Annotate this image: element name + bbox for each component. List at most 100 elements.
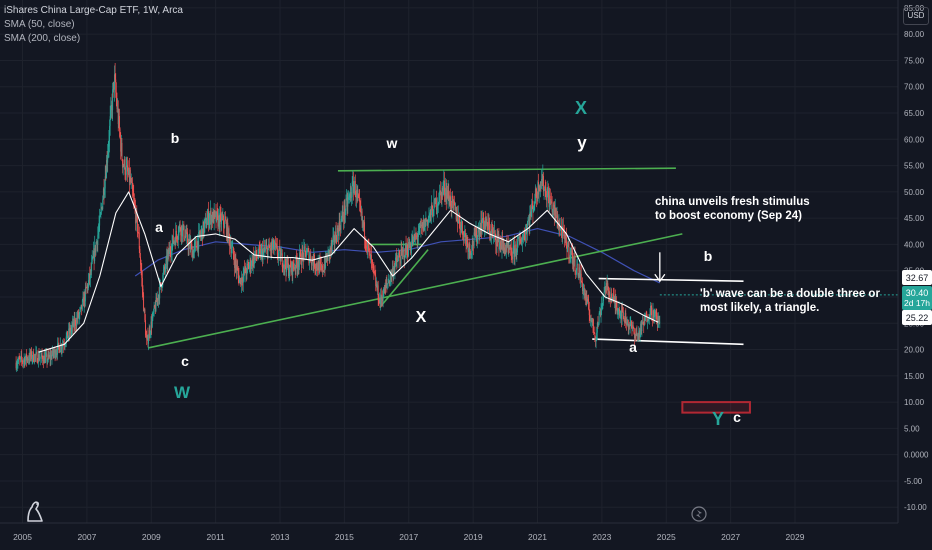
- candle-body-739: [473, 245, 474, 247]
- candle-body-676: [434, 199, 435, 200]
- candle-body-674: [432, 216, 434, 217]
- candle-body-1019: [646, 315, 648, 322]
- candle-body-62: [54, 349, 55, 353]
- candle-body-61: [53, 352, 55, 355]
- candle-body-336: [223, 224, 225, 228]
- candle-body-649: [417, 237, 419, 240]
- candle-body-781: [499, 243, 500, 250]
- candle-body-491: [319, 261, 321, 263]
- candle-body-218: [150, 321, 152, 333]
- candle-body-543: [351, 181, 353, 197]
- candle-body-347: [230, 244, 232, 253]
- candle-body-754: [482, 212, 484, 223]
- candle-body-21: [28, 359, 30, 361]
- candle-body-892: [567, 242, 569, 247]
- candle-body-118: [88, 273, 90, 281]
- candle-body-893: [568, 242, 570, 257]
- candle-body-1029: [652, 310, 654, 319]
- x-tick-label-0: 2005: [13, 532, 32, 542]
- candle-body-654: [420, 224, 422, 228]
- candle-body-4: [18, 358, 20, 362]
- x-tick-label-5: 2015: [335, 532, 354, 542]
- candle-body-419: [274, 242, 276, 246]
- candle-body-866: [551, 201, 553, 212]
- candle-body-89: [70, 329, 72, 333]
- candle-body-304: [203, 223, 205, 233]
- candle-body-261: [177, 239, 179, 240]
- y-tick-label-13: 20.00: [904, 346, 925, 355]
- candle-body-622: [400, 248, 402, 264]
- candle-body-14: [24, 358, 26, 365]
- candle-body-876: [557, 226, 559, 228]
- candle-body-1010: [640, 323, 642, 332]
- candle-body-590: [380, 294, 382, 300]
- candle-body-396: [260, 249, 262, 258]
- candle-body-23: [29, 352, 31, 357]
- candle-body-559: [361, 211, 363, 222]
- candle-body-352: [233, 255, 235, 261]
- candle-body-63: [54, 349, 56, 358]
- candle-body-252: [171, 243, 173, 253]
- candle-body-554: [358, 197, 360, 199]
- candle-body-1021: [647, 319, 649, 322]
- candle-body-749: [479, 229, 481, 237]
- sma-200-tag-bg: [902, 310, 932, 325]
- candle-body-925: [588, 301, 590, 310]
- candle-body-848: [540, 182, 542, 183]
- candle-body-316: [211, 216, 213, 225]
- legend-sma-50[interactable]: SMA (50, close): [4, 19, 75, 30]
- wave-label-y-upper: Y: [712, 409, 724, 429]
- candle-body-310: [207, 211, 209, 219]
- candle-body-921: [585, 294, 587, 301]
- candle-body-477: [310, 261, 312, 265]
- candle-body-971: [616, 307, 618, 313]
- candle-body-597: [385, 284, 387, 287]
- annotation-layer: W c a b w X X y a b Y c china unveils fr…: [155, 98, 880, 429]
- candle-body-882: [561, 231, 563, 239]
- candle-body-924: [587, 298, 589, 302]
- candle-body-64: [55, 354, 57, 358]
- candle-body-889: [565, 237, 567, 246]
- candle-body-775: [495, 234, 497, 245]
- currency-button[interactable]: USD: [903, 7, 929, 25]
- candle-body-701: [449, 196, 451, 205]
- target-box-7: [681, 401, 751, 414]
- wave-note-line1: 'b' wave can be a double three or: [700, 288, 880, 300]
- candle-body-340: [226, 221, 227, 237]
- candle-body-879: [559, 227, 561, 230]
- legend-sma-200[interactable]: SMA (200, close): [4, 33, 81, 44]
- candle-body-348: [231, 250, 232, 253]
- candle-body-714: [457, 222, 459, 223]
- candle-body-59: [52, 349, 54, 356]
- candle-body-207: [143, 309, 145, 312]
- candle-body-639: [411, 243, 413, 251]
- candle-body-311: [208, 211, 210, 225]
- candle-body-96: [75, 319, 76, 326]
- candle-body-998: [633, 327, 635, 333]
- candle-body-114: [86, 287, 88, 289]
- candle-body-899: [572, 250, 573, 265]
- candle-body-359: [237, 269, 239, 275]
- candle-body-587: [378, 298, 380, 303]
- candle-body-197: [137, 232, 139, 234]
- candle-body-1031: [653, 313, 655, 321]
- candle-body-659: [423, 219, 425, 231]
- candle-body-931: [591, 317, 593, 320]
- drawing-line-0: [147, 233, 683, 349]
- candle-body-130: [96, 241, 98, 244]
- candle-body-258: [175, 230, 177, 246]
- candle-body-962: [611, 293, 612, 302]
- candle-body-425: [278, 248, 280, 253]
- candle-body-393: [258, 247, 260, 249]
- candle-body-319: [213, 211, 214, 224]
- candle-body-1022: [648, 318, 650, 322]
- candle-body-695: [445, 188, 447, 200]
- candle-body-520: [337, 228, 339, 230]
- candle-body-437: [286, 258, 288, 273]
- candle-body-253: [172, 235, 174, 244]
- replay-icon[interactable]: [691, 506, 707, 522]
- candle-body-811: [517, 238, 519, 242]
- candle-body-940: [597, 323, 599, 325]
- candle-body-57: [50, 354, 52, 360]
